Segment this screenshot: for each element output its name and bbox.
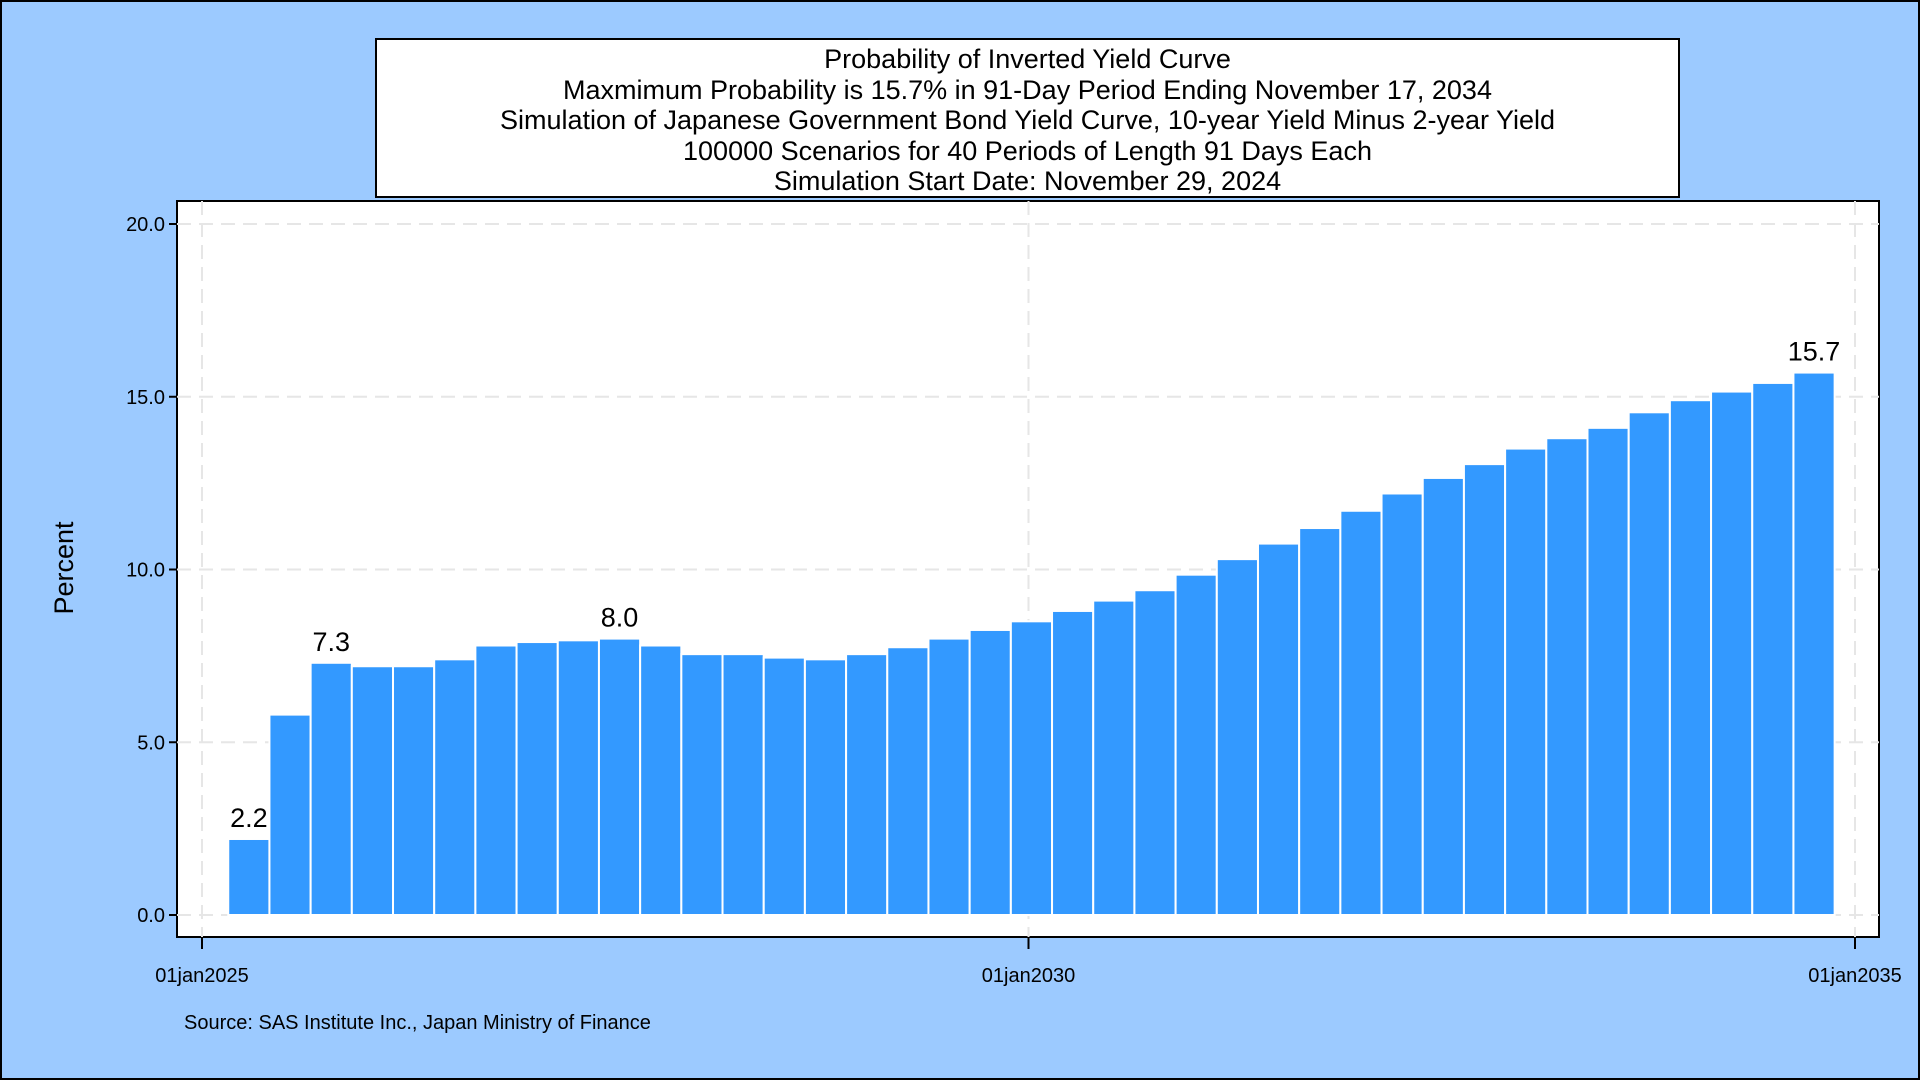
title-box: Probability of Inverted Yield Curve Maxm… (375, 38, 1680, 198)
bar-data-label: 2.2 (230, 803, 268, 833)
x-tick-label: 01jan2030 (982, 965, 1075, 987)
bar (968, 628, 1012, 917)
bar (474, 644, 518, 916)
bar (845, 653, 889, 917)
bar (227, 837, 271, 916)
bar (1380, 492, 1424, 916)
bar (1339, 509, 1383, 916)
bar (1174, 573, 1218, 916)
bar (1668, 399, 1713, 916)
bar (433, 658, 477, 917)
bar (1092, 599, 1136, 916)
bar (680, 653, 724, 917)
bar (1051, 609, 1095, 917)
y-axis-title: Percent (49, 521, 79, 615)
bar-layer (227, 371, 1836, 917)
bar (392, 665, 436, 916)
bar (1421, 476, 1465, 916)
bar (1298, 527, 1342, 916)
bar (268, 713, 312, 916)
bar (1462, 463, 1507, 916)
chart-subtitle-1: Maxmimum Probability is 15.7% in 91-Day … (563, 74, 1492, 105)
bar (1627, 411, 1671, 916)
bar-data-label: 7.3 (312, 627, 350, 657)
bar (1256, 542, 1301, 917)
x-tick-label: 01jan2035 (1808, 965, 1901, 987)
bar (721, 653, 765, 917)
chart-subtitle-4: Simulation Start Date: November 29, 2024 (773, 166, 1282, 196)
chart-subtitle-3: 100000 Scenarios for 40 Periods of Lengt… (683, 135, 1372, 166)
y-tick-label: 15.0 (126, 387, 165, 409)
bar (515, 641, 559, 916)
y-tick-label: 10.0 (126, 560, 165, 582)
label-layer: 2.2 7.3 8.0 15.7 (230, 337, 1840, 833)
bar (1545, 437, 1589, 916)
bar-data-label: 8.0 (601, 603, 639, 633)
bar (350, 665, 395, 916)
bar (1504, 447, 1548, 916)
bar (803, 658, 848, 917)
x-tick-label: 01jan2025 (155, 965, 248, 987)
bar (762, 656, 806, 916)
y-tick-label: 5.0 (137, 732, 165, 754)
bar (1009, 620, 1054, 916)
bar (1215, 558, 1259, 916)
bar (556, 639, 600, 916)
bar (639, 644, 683, 916)
chart-subtitle-2: Simulation of Japanese Government Bond Y… (499, 105, 1556, 135)
source-note: Source: SAS Institute Inc., Japan Minist… (184, 1012, 651, 1034)
bar (1751, 381, 1795, 916)
bar (1792, 371, 1836, 916)
chart-title: Probability of Inverted Yield Curve (824, 44, 1231, 74)
bar (886, 646, 930, 916)
axis-layer: 0.0 5.0 10.0 15.0 20.0 01jan2025 01jan2030 01ja… (126, 214, 1902, 987)
bar (1710, 390, 1754, 916)
bar (597, 637, 642, 916)
bar-data-label: 15.7 (1788, 337, 1841, 367)
bar (927, 637, 971, 916)
bar (309, 661, 353, 916)
y-tick-label: 20.0 (126, 214, 165, 236)
bar (1586, 426, 1630, 916)
bar (1133, 589, 1177, 916)
y-tick-label: 0.0 (137, 905, 165, 927)
